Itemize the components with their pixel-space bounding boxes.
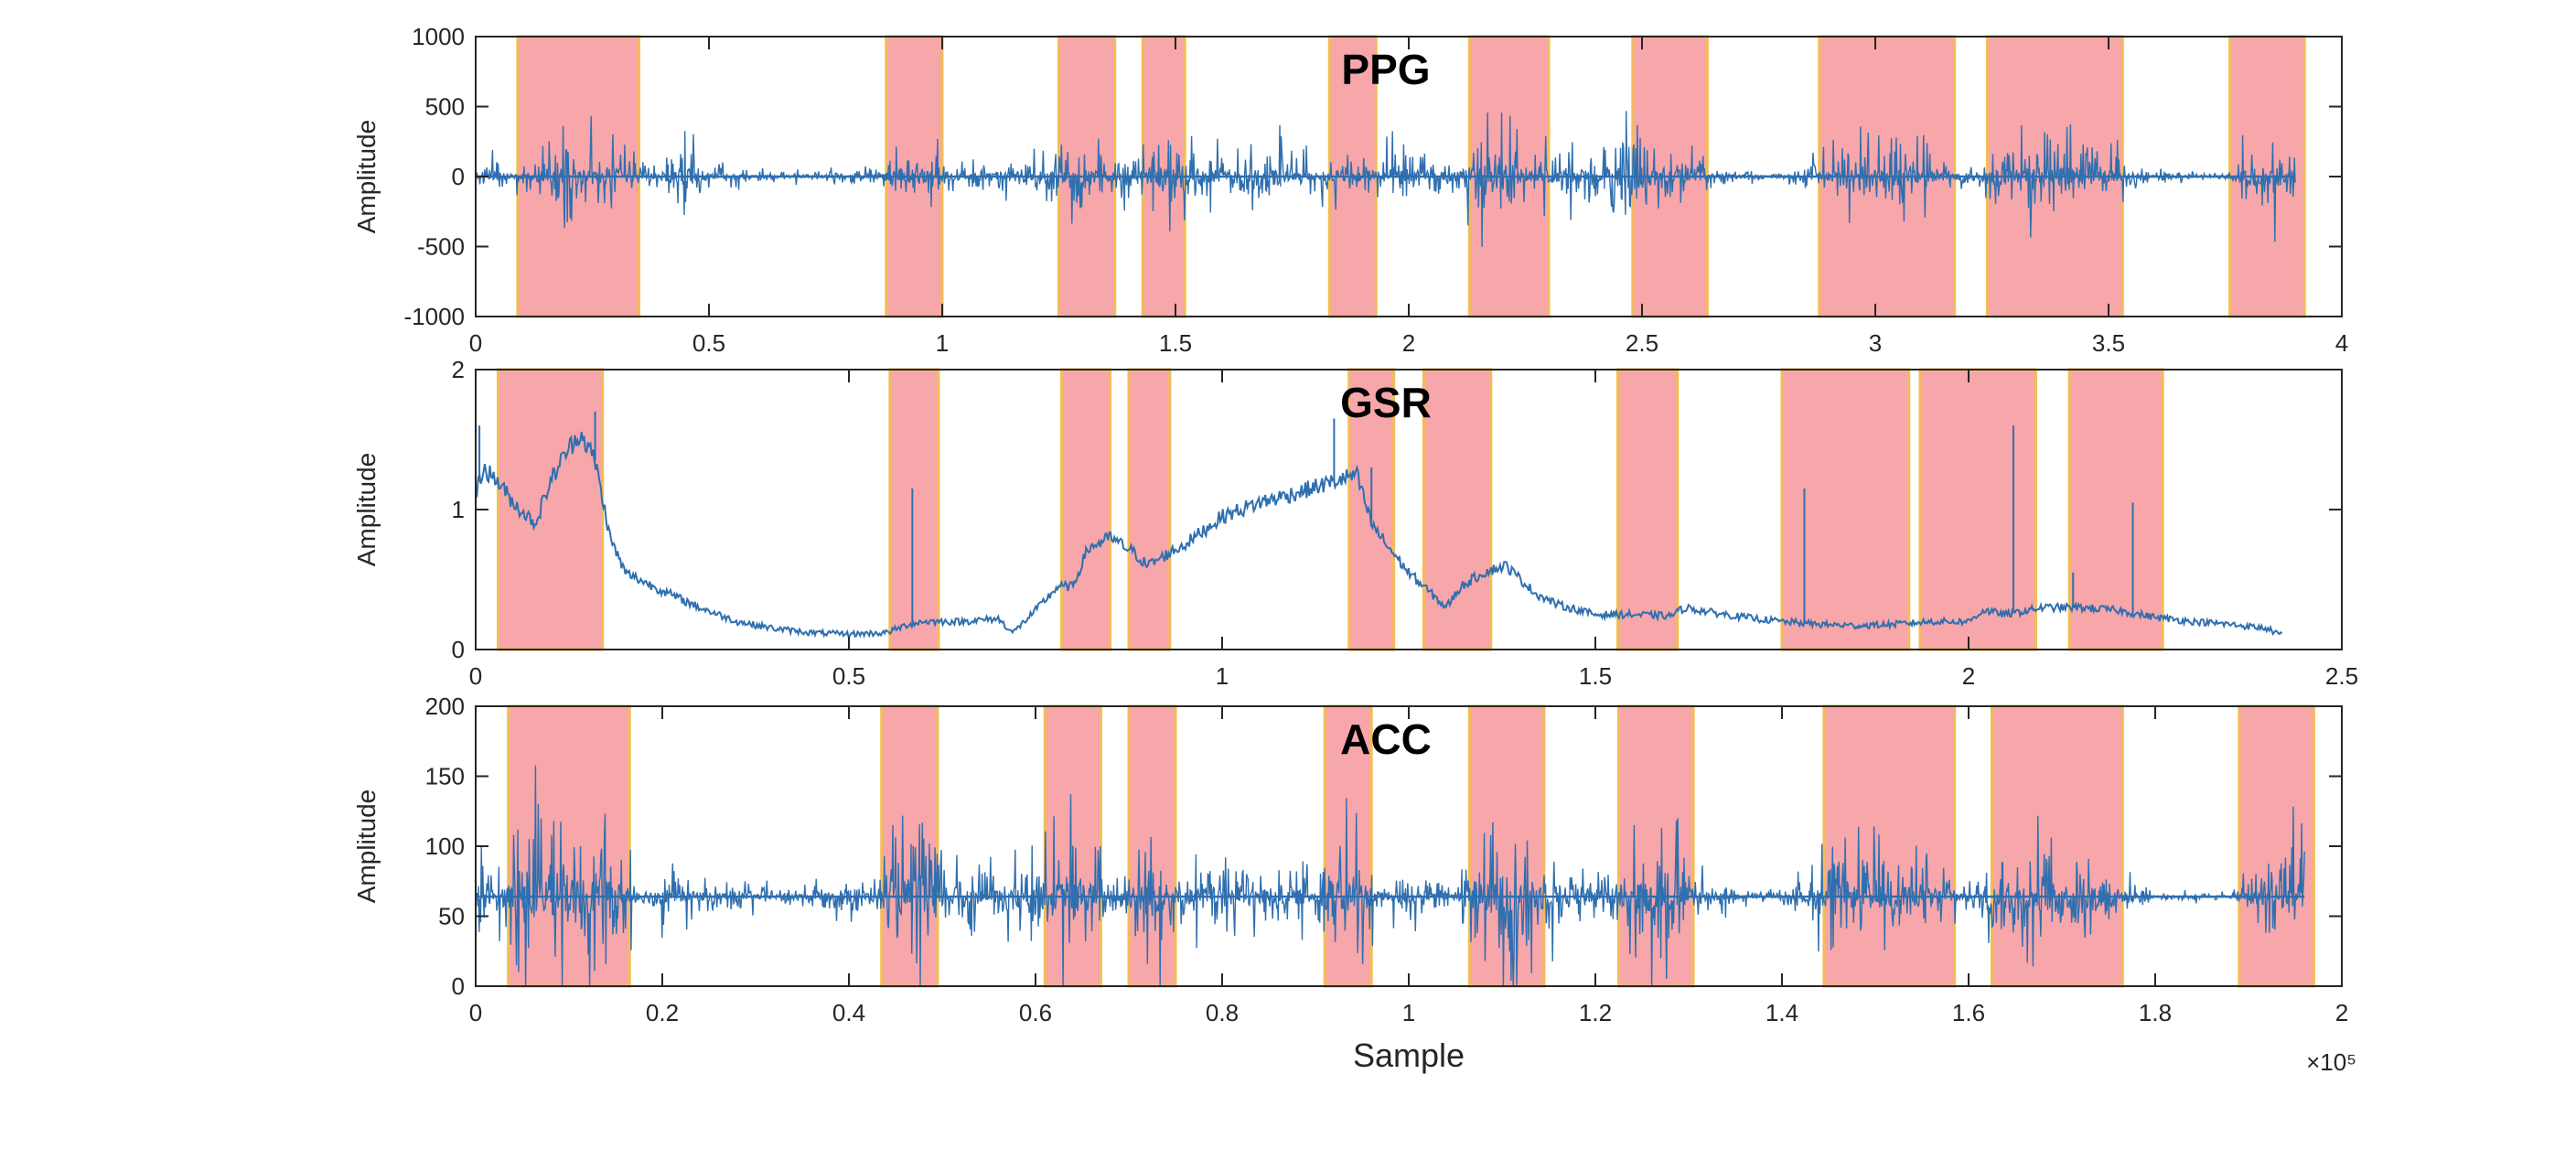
acc-highlight-region xyxy=(1127,704,1177,988)
ppg-x-tick-label: 0 xyxy=(469,329,482,357)
gsr-panel: 2 1 0 0 0.5 1 1.5 2 2.5 Amplitude GSR xyxy=(352,356,2358,690)
acc-x-tick-label: 1.6 xyxy=(1952,999,1985,1026)
gsr-y-ticks: 2 1 0 xyxy=(452,356,2342,663)
ppg-x-tick-label: 1 xyxy=(936,329,949,357)
ppg-y-axis-label: Amplitude xyxy=(352,120,381,234)
gsr-signal-trace xyxy=(475,431,2283,639)
acc-x-tick-label: 1.2 xyxy=(1579,999,1612,1026)
acc-x-tick-label: 2 xyxy=(2335,999,2348,1026)
ppg-y-tick-label: 500 xyxy=(425,93,465,121)
acc-signal xyxy=(475,765,2305,987)
gsr-highlight-region xyxy=(1780,368,1911,651)
acc-highlight-region xyxy=(1822,704,1957,988)
acc-highlight-region xyxy=(1991,704,2124,988)
gsr-signal xyxy=(475,411,2283,639)
gsr-y-tick-label: 0 xyxy=(452,636,465,663)
ppg-y-tick-label: -1000 xyxy=(404,303,466,330)
acc-highlight-region xyxy=(2238,704,2315,988)
acc-x-tick-label: 0.2 xyxy=(646,999,679,1026)
acc-y-tick-label: 100 xyxy=(425,832,465,860)
gsr-y-tick-label: 2 xyxy=(452,356,465,383)
ppg-y-tick-label: 0 xyxy=(452,163,465,190)
acc-y-tick-label: 50 xyxy=(438,903,465,930)
ppg-x-tick-label: 2 xyxy=(1402,329,1415,357)
acc-y-tick-label: 150 xyxy=(425,763,465,790)
acc-x-tick-label: 0.4 xyxy=(832,999,865,1026)
acc-x-tick-label: 1 xyxy=(1402,999,1415,1026)
gsr-highlight-region xyxy=(1127,368,1172,651)
ppg-y-ticks: 1000 500 0 -500 -1000 xyxy=(404,23,2342,330)
ppg-x-tick-label: 3 xyxy=(1869,329,1882,357)
gsr-highlight-regions xyxy=(496,368,2164,651)
gsr-highlight-region xyxy=(888,368,940,651)
ppg-y-tick-label: -500 xyxy=(417,233,465,261)
ppg-x-tick-label: 1.5 xyxy=(1159,329,1192,357)
gsr-y-tick-label: 1 xyxy=(452,496,465,523)
gsr-x-tick-label: 0.5 xyxy=(832,662,865,690)
gsr-title: GSR xyxy=(1340,379,1432,426)
gsr-highlight-region xyxy=(1615,368,1680,651)
acc-x-tick-label: 0.8 xyxy=(1206,999,1239,1026)
gsr-x-ticks: 0 0.5 1 1.5 2 2.5 xyxy=(469,370,2358,690)
gsr-highlight-region xyxy=(1060,368,1112,651)
acc-x-axis-label: Sample xyxy=(1353,1036,1465,1074)
acc-y-tick-label: 200 xyxy=(425,693,465,720)
gsr-highlight-region xyxy=(1918,368,2037,651)
ppg-x-tick-label: 2.5 xyxy=(1626,329,1658,357)
acc-x-exponent: ×10⁵ xyxy=(2306,1048,2356,1076)
acc-highlight-region xyxy=(1467,704,1546,988)
gsr-x-tick-label: 2 xyxy=(1962,662,1975,690)
gsr-x-tick-label: 1 xyxy=(1216,662,1229,690)
acc-x-tick-label: 1.8 xyxy=(2139,999,2172,1026)
acc-x-ticks: 0 0.2 0.4 0.6 0.8 1 1.2 1.4 1.6 1.8 2 xyxy=(469,706,2348,1026)
acc-title: ACC xyxy=(1340,715,1432,763)
gsr-x-tick-label: 0 xyxy=(469,662,482,690)
ppg-title: PPG xyxy=(1341,46,1430,93)
gsr-highlight-region xyxy=(1422,368,1493,651)
ppg-x-tick-label: 0.5 xyxy=(692,329,725,357)
gsr-y-axis-label: Amplitude xyxy=(352,453,381,567)
acc-x-tick-label: 1.4 xyxy=(1766,999,1798,1026)
gsr-x-tick-label: 2.5 xyxy=(2325,662,2358,690)
acc-y-axis-label: Amplitude xyxy=(352,789,381,904)
acc-x-tick-label: 0.6 xyxy=(1019,999,1052,1026)
acc-y-ticks: 200 150 100 50 0 xyxy=(425,693,2342,1000)
acc-y-tick-label: 0 xyxy=(452,972,465,1000)
ppg-x-tick-label: 4 xyxy=(2335,329,2348,357)
acc-highlight-region xyxy=(1617,704,1695,988)
acc-x-tick-label: 0 xyxy=(469,999,482,1026)
ppg-x-ticks: 0 0.5 1 1.5 2 2.5 3 3.5 4 xyxy=(469,37,2348,357)
ppg-signal xyxy=(475,111,2296,247)
ppg-panel: 1000 500 0 -500 -1000 0 0.5 1 1.5 2 2.5 3 3.5 4 Ampl… xyxy=(352,23,2348,357)
gsr-x-tick-label: 1.5 xyxy=(1579,662,1612,690)
ppg-x-tick-label: 3.5 xyxy=(2092,329,2125,357)
ppg-y-tick-label: 1000 xyxy=(412,23,465,50)
